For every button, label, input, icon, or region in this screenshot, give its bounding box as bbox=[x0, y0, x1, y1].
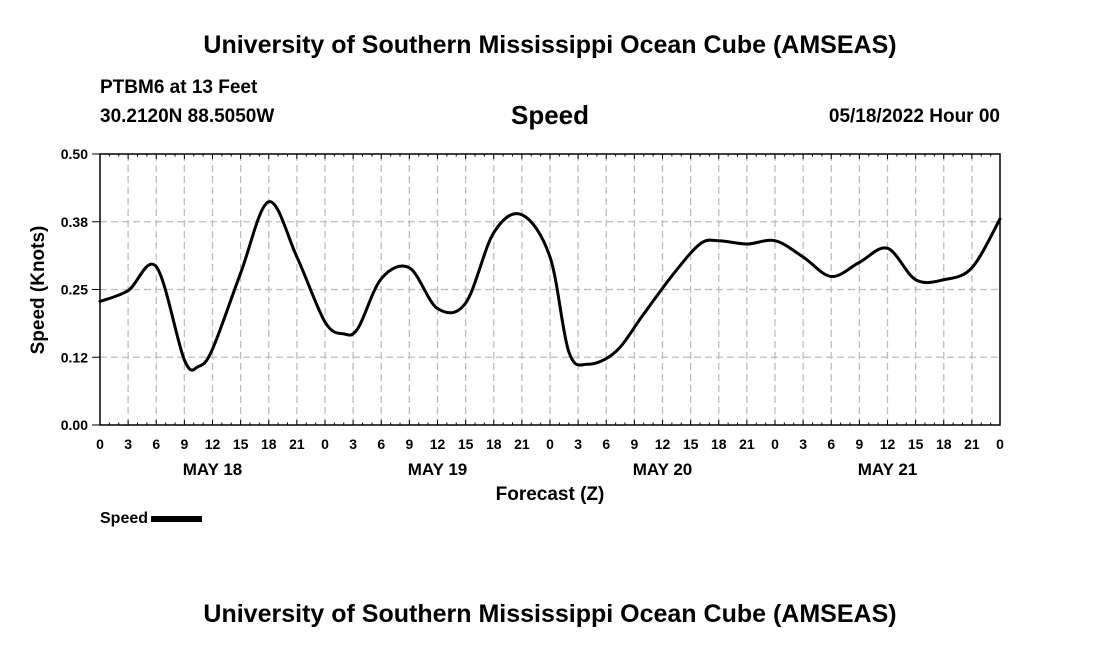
coordinates-label: 30.2120N 88.5050W bbox=[100, 106, 275, 127]
x-tick-label: 0 bbox=[546, 436, 554, 452]
ticks-layer: 0 3 6 9 12 15 18 21 0 3 6 9 12 15 18 21 0 3 6 9 12 15 18 21 0 3 6 9… bbox=[61, 146, 1004, 479]
x-tick-label: 12 bbox=[655, 436, 671, 452]
x-tick-label: 3 bbox=[799, 436, 807, 452]
x-tick-label: 3 bbox=[349, 436, 357, 452]
x-tick-label: 21 bbox=[964, 436, 980, 452]
y-axis-title: Speed (Knots) bbox=[28, 226, 49, 355]
x-tick-label: 12 bbox=[430, 436, 446, 452]
x-tick-label: 15 bbox=[683, 436, 699, 452]
day-label: MAY 19 bbox=[408, 460, 468, 479]
variable-title: Speed bbox=[510, 100, 590, 130]
day-label: MAY 18 bbox=[183, 460, 243, 479]
day-label: MAY 21 bbox=[858, 460, 918, 479]
x-tick-label: 21 bbox=[514, 436, 530, 452]
legend-line-swatch bbox=[151, 516, 203, 522]
footer-title: University of Southern Mississippi Ocean… bbox=[203, 600, 897, 628]
legend: Speed bbox=[100, 510, 203, 528]
station-label: PTBM6 at 13 Feet bbox=[100, 77, 258, 98]
x-tick-label: 3 bbox=[574, 436, 582, 452]
x-tick-label: 3 bbox=[124, 436, 132, 452]
legend-label: Speed bbox=[100, 510, 149, 527]
x-tick-label: 21 bbox=[289, 436, 305, 452]
y-tick-label: 0.12 bbox=[61, 349, 88, 365]
x-tick-label: 15 bbox=[908, 436, 924, 452]
grid-layer bbox=[100, 154, 1000, 425]
x-tick-label: 9 bbox=[180, 436, 188, 452]
x-axis-title: Forecast (Z) bbox=[496, 484, 605, 505]
x-tick-label: 6 bbox=[377, 436, 385, 452]
x-tick-label: 0 bbox=[771, 436, 779, 452]
x-tick-label: 15 bbox=[458, 436, 474, 452]
x-tick-label: 9 bbox=[405, 436, 413, 452]
x-tick-label: 21 bbox=[739, 436, 755, 452]
x-tick-label: 18 bbox=[711, 436, 727, 452]
x-tick-label: 12 bbox=[880, 436, 896, 452]
x-tick-label: 12 bbox=[205, 436, 221, 452]
x-tick-label: 9 bbox=[855, 436, 863, 452]
x-tick-label: 0 bbox=[996, 436, 1004, 452]
chart-title: University of Southern Mississippi Ocean… bbox=[203, 31, 897, 59]
day-label: MAY 20 bbox=[633, 460, 693, 479]
series-layer bbox=[98, 200, 1002, 372]
x-tick-label: 0 bbox=[96, 436, 104, 452]
x-tick-label: 9 bbox=[630, 436, 638, 452]
y-tick-label: 0.00 bbox=[61, 417, 88, 433]
x-tick-label: 6 bbox=[827, 436, 835, 452]
x-tick-label: 6 bbox=[152, 436, 160, 452]
series-line-speed bbox=[98, 200, 1002, 372]
x-tick-label: 18 bbox=[486, 436, 502, 452]
x-tick-label: 18 bbox=[261, 436, 277, 452]
forecast-date: 05/18/2022 Hour 00 bbox=[828, 106, 1000, 127]
x-tick-label: 18 bbox=[936, 436, 952, 452]
x-tick-label: 15 bbox=[233, 436, 249, 452]
y-tick-label: 0.50 bbox=[61, 146, 88, 162]
y-tick-label: 0.25 bbox=[61, 282, 88, 298]
x-tick-label: 6 bbox=[602, 436, 610, 452]
y-tick-label: 0.38 bbox=[61, 214, 88, 230]
x-tick-label: 0 bbox=[321, 436, 329, 452]
